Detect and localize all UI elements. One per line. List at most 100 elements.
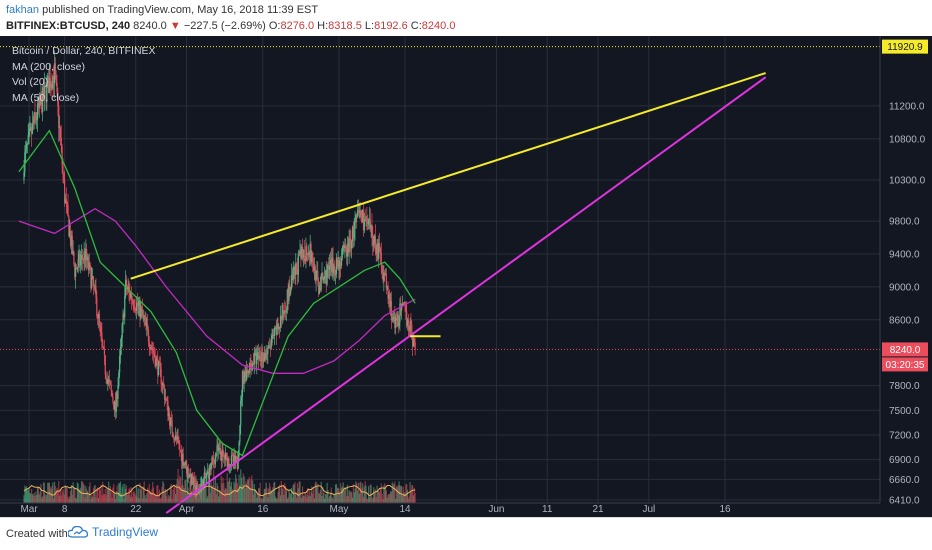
author-link[interactable]: fakhan [6,4,40,16]
y-tick-label: 6900.0 [889,455,920,466]
candle-body [250,363,252,365]
volume-bar [169,496,171,503]
x-tick-label: Jun [488,504,504,515]
candle-body [148,341,150,348]
candle-body [266,353,268,355]
candle-body [299,249,301,255]
candle-body [221,449,223,461]
candle-body [28,131,30,135]
volume-bar [262,498,264,503]
volume-bar [365,485,367,503]
brand-name: TradingView [92,525,159,539]
candle-body [193,477,195,481]
candle-body [115,392,117,412]
volume-bar [97,498,100,503]
candle-body [152,351,155,354]
volume-bar [279,495,282,503]
candle-body [233,455,235,463]
candle-body [177,436,179,442]
volume-bar [341,486,343,503]
volume-bar [380,483,382,503]
volume-bar [74,487,76,503]
volume-bar [313,498,316,503]
volume-bar [304,492,306,503]
candle-body [163,387,166,400]
volume-bar [158,498,160,503]
volume-bar [254,490,256,503]
volume-bar [397,485,399,503]
candle-body [281,305,283,320]
candle-body [213,460,216,465]
volume-bar [202,488,205,503]
y-tick-label: 10300.0 [889,175,926,186]
x-tick-label: 14 [399,504,411,515]
volume-bar [186,475,189,503]
volume-bar [98,487,100,503]
volume-bar [229,486,232,503]
x-tick-label: May [330,504,349,515]
volume-bar [334,493,336,503]
candle-body [224,452,227,460]
candle-body [89,263,91,268]
volume-bar [390,491,392,503]
candle-body [390,300,393,321]
candle-body [158,361,161,364]
volume-bar [243,476,245,503]
volume-bar [123,498,125,503]
volume-bar [183,487,185,503]
candle-body [412,338,415,347]
candle-body [47,76,50,94]
candle-body [214,454,216,465]
candle-body [322,273,324,281]
candle-body [252,362,254,371]
chart-background [0,36,932,517]
candle-body [53,75,55,84]
price-chart[interactable]: Mar 8 22 Apr 16 May 14 Jun 11 21 Jul 16 11200.0 10800… [0,36,932,517]
candle-body [317,270,319,281]
volume-bar [389,493,391,503]
candle-body [160,368,162,384]
candle-body [142,315,144,317]
volume-bar [91,496,94,503]
candle-body [131,299,133,301]
volume-bar [144,495,146,503]
volume-bar [66,488,68,503]
low-label: L: [364,20,375,32]
candle-body [189,474,191,477]
candle-body [393,316,395,321]
volume-bar [273,482,275,503]
candle-body [183,462,185,466]
volume-bar [97,487,99,503]
candle-body [275,327,277,335]
volume-bar [246,479,249,503]
volume-bar [111,497,113,503]
volume-bar [323,492,325,503]
volume-bar [413,487,415,503]
candle-body [26,143,28,145]
candle-body [47,76,49,83]
candle-body [119,347,122,356]
volume-bar [81,481,84,503]
candle-body [351,227,354,242]
candle-body [124,296,126,318]
volume-bar [329,493,332,503]
volume-bar [302,495,304,503]
chart-area[interactable]: Mar 8 22 Apr 16 May 14 Jun 11 21 Jul 16 11200.0 10800… [0,36,932,517]
volume-bar [307,495,310,503]
volume-bar [286,498,288,503]
candle-body [139,299,141,318]
candle-body [246,369,248,381]
volume-bar [85,486,87,503]
tradingview-logo[interactable]: TradingView [68,525,158,539]
candle-body [30,127,32,129]
legend-main: Bitcoin / Dollar, 240, BITFINEX [12,45,156,57]
volume-bar [351,492,353,503]
volume-bar [61,489,63,503]
volume-bar [170,483,172,503]
candle-body [343,245,345,248]
volume-bar [318,493,321,503]
volume-bar [207,482,210,503]
volume-bar [383,485,385,503]
candle-body [147,329,150,342]
